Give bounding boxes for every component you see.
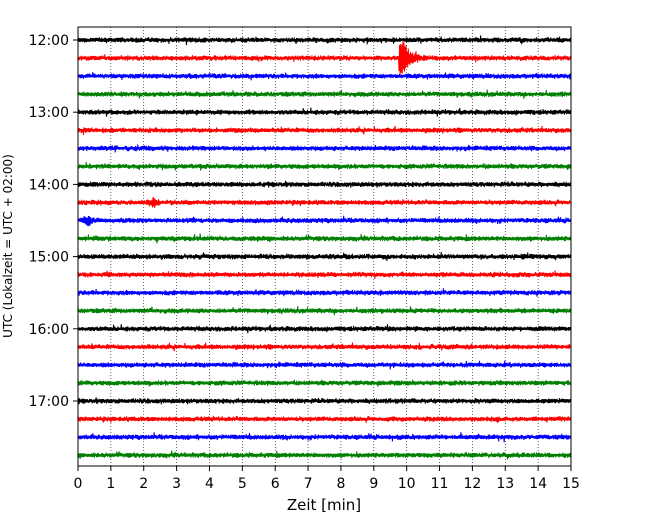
seismic-trace <box>77 215 572 227</box>
x-tick-label: 10 <box>398 476 416 492</box>
seismic-trace <box>77 324 572 334</box>
seismic-trace <box>77 35 572 46</box>
y-axis: 12:00 13:00 14:00 15:00 16:00 17:00 <box>29 33 78 410</box>
seismic-trace <box>77 342 572 352</box>
y-tick-label: 16:00 <box>29 322 69 338</box>
x-tick-label: 15 <box>562 476 580 492</box>
x-tick-label: 9 <box>369 476 378 492</box>
x-tick-label: 11 <box>431 476 449 492</box>
seismic-trace <box>77 41 572 78</box>
y-tick-label: 14:00 <box>29 177 69 193</box>
x-axis-label: Zeit [min] <box>287 496 361 514</box>
y-axis-label: UTC (Lokalzeit = UTC + 02:00) <box>1 154 15 338</box>
x-tick-label: 1 <box>106 476 115 492</box>
x-tick-label: 5 <box>238 476 247 492</box>
seismic-traces <box>77 35 572 460</box>
seismic-trace <box>77 161 572 171</box>
seismic-trace <box>77 125 572 135</box>
x-tick-label: 12 <box>463 476 481 492</box>
seismic-trace <box>77 360 572 370</box>
seismic-trace <box>77 288 572 297</box>
seismic-trace <box>77 180 572 188</box>
seismic-trace <box>77 144 572 153</box>
seismic-trace <box>77 450 572 460</box>
seismic-trace <box>77 107 572 117</box>
plot-frame <box>77 26 572 467</box>
y-tick-label: 13:00 <box>29 105 69 121</box>
x-tick-label: 8 <box>336 476 345 492</box>
grid-lines <box>110 27 539 466</box>
x-tick-label: 13 <box>496 476 514 492</box>
seismic-trace <box>77 196 572 208</box>
y-tick-label: 17:00 <box>29 394 69 410</box>
seismic-trace <box>77 251 572 261</box>
seismic-trace <box>77 379 572 387</box>
x-tick-label: 14 <box>529 476 547 492</box>
seismic-trace <box>77 71 572 81</box>
x-tick-label: 2 <box>139 476 148 492</box>
seismic-trace <box>77 89 572 99</box>
seismic-trace <box>77 415 572 423</box>
x-tick-label: 4 <box>205 476 214 492</box>
x-axis: 0 1 2 3 4 5 6 7 8 9 10 11 12 13 14 15 <box>74 466 580 492</box>
y-tick-label: 15:00 <box>29 250 69 266</box>
x-tick-label: 6 <box>271 476 280 492</box>
seismic-trace <box>77 306 572 316</box>
x-tick-label: 0 <box>74 476 83 492</box>
y-tick-label: 12:00 <box>29 33 69 49</box>
seismic-trace <box>77 397 572 405</box>
seismic-trace <box>77 270 572 279</box>
seismic-trace <box>77 432 572 443</box>
x-tick-label: 3 <box>172 476 181 492</box>
x-tick-label: 7 <box>304 476 313 492</box>
seismic-trace <box>77 233 572 244</box>
